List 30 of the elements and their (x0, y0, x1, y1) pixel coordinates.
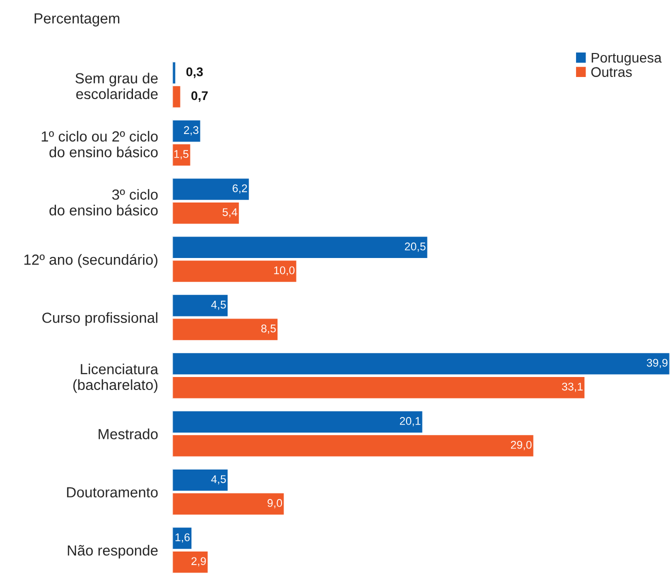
data-label: 5,4 (222, 208, 238, 218)
y-tick-label: Mestrado (98, 428, 158, 440)
y-tick-label: Curso profissional (42, 312, 158, 326)
data-label: 20,1 (400, 417, 420, 426)
data-label: 4,5 (211, 300, 226, 310)
data-label: 1,6 (176, 533, 190, 543)
data-label: 1,5 (174, 150, 188, 160)
y-tick-label: Sem grau de escolaridade (75, 72, 158, 100)
data-label: 10,0 (274, 266, 295, 276)
data-label: 29,0 (510, 440, 532, 450)
y-tick-label: Não responde (68, 544, 158, 558)
data-label: 39,9 (646, 358, 668, 368)
y-tick-label: 3º ciclo do ensino básico (49, 189, 158, 216)
data-label: 20,5 (404, 242, 426, 252)
data-label: 4,5 (211, 475, 226, 484)
data-label: 2,9 (191, 557, 206, 566)
data-label: 33,1 (562, 382, 583, 392)
legend-label: Portuguesa (592, 52, 662, 66)
data-label: 8,5 (261, 324, 276, 334)
y-tick-label: 1º ciclo ou 2º ciclo do ensino básico (42, 130, 158, 158)
y-tick-label: Licenciatura (bacharelato) (73, 364, 158, 393)
legend-label: Outras (591, 67, 632, 77)
y-axis-title: Percentagem (34, 13, 120, 26)
y-tick-label: 12º ano (secundário) (24, 254, 158, 268)
data-label: 2,3 (184, 126, 198, 136)
data-label: 0,7 (191, 91, 208, 102)
data-label: 6,2 (232, 184, 247, 194)
data-label: 0,3 (186, 67, 203, 78)
y-tick-label: Doutoramento (67, 487, 158, 498)
data-label: 9,0 (268, 499, 282, 508)
